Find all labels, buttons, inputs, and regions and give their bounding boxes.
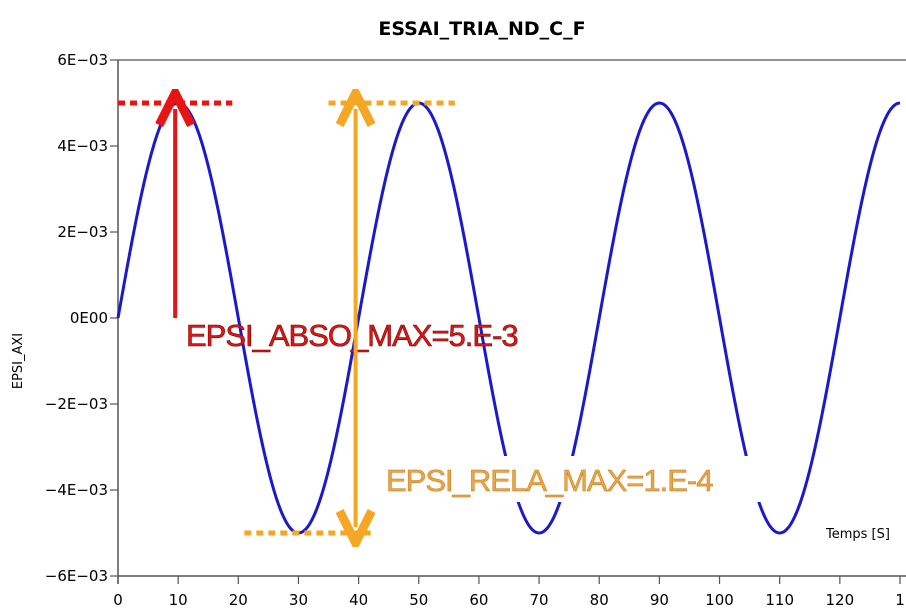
- chart-title: ESSAI_TRIA_ND_C_F: [378, 18, 585, 40]
- x-tick-label: 100: [705, 591, 734, 609]
- x-tick-label: 110: [765, 591, 794, 609]
- y-tick-label: −4E−03: [45, 481, 108, 499]
- x-tick-label: 1: [895, 591, 905, 609]
- y-tick-label: −6E−03: [45, 567, 108, 585]
- x-axis-label: Temps [S]: [825, 527, 890, 542]
- x-tick-label: 80: [590, 591, 609, 609]
- y-tick-label: 4E−03: [57, 137, 108, 155]
- x-axis-ticks: 0 10 20 30 40 50 60 70 80 90 100 110 120 1: [113, 576, 905, 609]
- rela-max-annotation: EPSI_RELA_MAX=1.E-4: [386, 463, 713, 498]
- y-tick-label: 0E00: [70, 309, 108, 327]
- x-tick-label: 90: [650, 591, 669, 609]
- y-tick-label: 6E−03: [57, 51, 108, 69]
- x-tick-label: 20: [229, 591, 248, 609]
- x-tick-label: 120: [826, 591, 855, 609]
- x-tick-label: 30: [289, 591, 308, 609]
- y-axis-label: EPSI_AXI: [11, 333, 26, 389]
- rela-max-annotation-background: [382, 456, 782, 502]
- x-tick-label: 60: [469, 591, 488, 609]
- y-tick-label: 2E−03: [57, 223, 108, 241]
- x-tick-label: 0: [113, 591, 123, 609]
- x-tick-label: 40: [349, 591, 368, 609]
- x-axis-label-background: [820, 518, 906, 546]
- y-tick-label: −2E−03: [45, 395, 108, 413]
- y-axis-ticks: −6E−03 −4E−03 −2E−03 0E00 2E−03 4E−03 6E−03: [45, 51, 118, 585]
- x-tick-label: 10: [169, 591, 188, 609]
- x-tick-label: 50: [409, 591, 428, 609]
- axes: [117, 59, 906, 584]
- x-tick-label: 70: [530, 591, 549, 609]
- abso-max-annotation: EPSI_ABSO_MAX=5.E-3: [186, 318, 518, 353]
